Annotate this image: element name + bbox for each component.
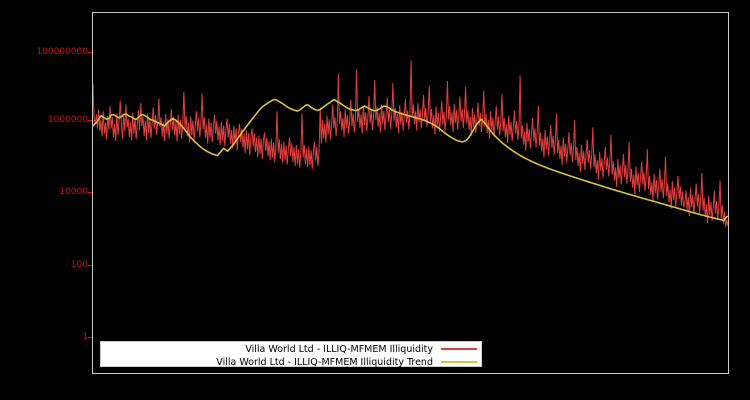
- y-tick-label-100000000: 100000000: [36, 47, 88, 57]
- y-tick-mark: [88, 192, 92, 193]
- series-illiquidity-trend-line: [93, 98, 728, 222]
- plot-area: [92, 12, 729, 374]
- y-tick-mark: [88, 265, 92, 266]
- y-tick-label-1: 1: [82, 332, 88, 342]
- y-tick-label-10000: 10000: [59, 187, 88, 197]
- y-tick-label-100: 100: [70, 260, 88, 270]
- legend-label-illiquidity: Villa World Ltd - ILLIQ-MFMEM Illiquidit…: [245, 343, 433, 355]
- y-tick-label-1000000: 1000000: [47, 115, 88, 125]
- y-axis-tick-labels: 100000000 1000000 10000 100 1: [0, 0, 88, 400]
- y-tick-mark: [88, 52, 92, 53]
- legend-entry-illiquidity[interactable]: Villa World Ltd - ILLIQ-MFMEM Illiquidit…: [101, 343, 481, 355]
- legend-line-swatch-icon: [441, 361, 477, 363]
- series-illiquidity-line: [93, 60, 728, 227]
- y-tick-mark: [88, 120, 92, 121]
- plot-canvas: [93, 60, 728, 227]
- y-tick-mark: [88, 337, 92, 338]
- legend-line-swatch-icon: [441, 348, 477, 350]
- legend-label-illiquidity-trend: Villa World Ltd - ILLIQ-MFMEM Illiquidit…: [216, 356, 433, 368]
- legend-entry-illiquidity-trend[interactable]: Villa World Ltd - ILLIQ-MFMEM Illiquidit…: [101, 356, 481, 368]
- chart-legend: Villa World Ltd - ILLIQ-MFMEM Illiquidit…: [100, 341, 482, 368]
